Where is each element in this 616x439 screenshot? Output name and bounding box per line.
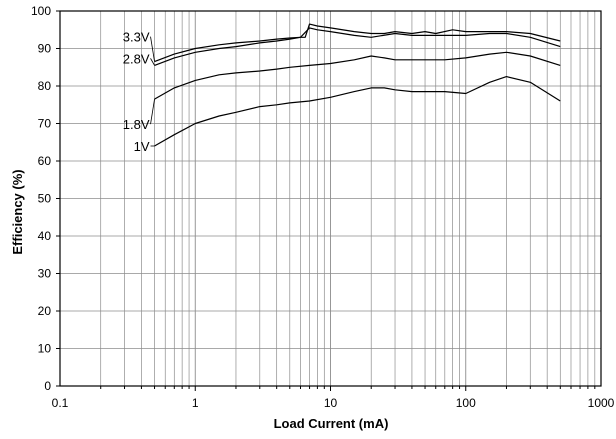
series-line [154, 75, 561, 147]
series-label-leader [150, 36, 155, 62]
series-line [154, 27, 561, 66]
y-axis-title: Efficiency (%) [10, 169, 25, 254]
y-tick-label: 0 [44, 379, 51, 393]
x-axis-title: Load Current (mA) [274, 416, 389, 431]
y-tick-label: 50 [38, 192, 52, 206]
series-label-leader [150, 99, 155, 125]
x-tick-label: 1000 [588, 396, 615, 410]
tick-labels: 0.1 1 10 100 1000 0 10 20 30 40 50 60 70 80 90 100 [31, 4, 615, 410]
y-tick-label: 100 [31, 4, 51, 18]
series-label: 1V [134, 139, 150, 154]
x-tick-label: 10 [324, 396, 338, 410]
series-layer [154, 23, 561, 147]
series-line [154, 51, 561, 100]
y-tick-label: 60 [38, 154, 52, 168]
series-label: 1.8V [123, 117, 150, 132]
y-tick-label: 70 [38, 117, 52, 131]
x-tick-label: 1 [192, 396, 199, 410]
y-tick-label: 30 [38, 267, 52, 281]
x-tick-label: 100 [456, 396, 476, 410]
plot-frame [56, 10, 602, 391]
y-tick-label: 80 [38, 79, 52, 93]
y-tick-label: 10 [38, 342, 52, 356]
series-label-leader [150, 58, 155, 66]
y-tick-label: 90 [38, 42, 52, 56]
series-label: 3.3V [123, 30, 150, 45]
y-tick-label: 20 [38, 304, 52, 318]
series-line [154, 23, 561, 63]
series-label: 2.8V [123, 51, 150, 66]
grid-layer [60, 11, 601, 386]
y-tick-label: 40 [38, 229, 52, 243]
x-tick-label: 0.1 [52, 396, 69, 410]
series-labels: 3.3V 2.8V 1.8V 1V [123, 30, 155, 154]
